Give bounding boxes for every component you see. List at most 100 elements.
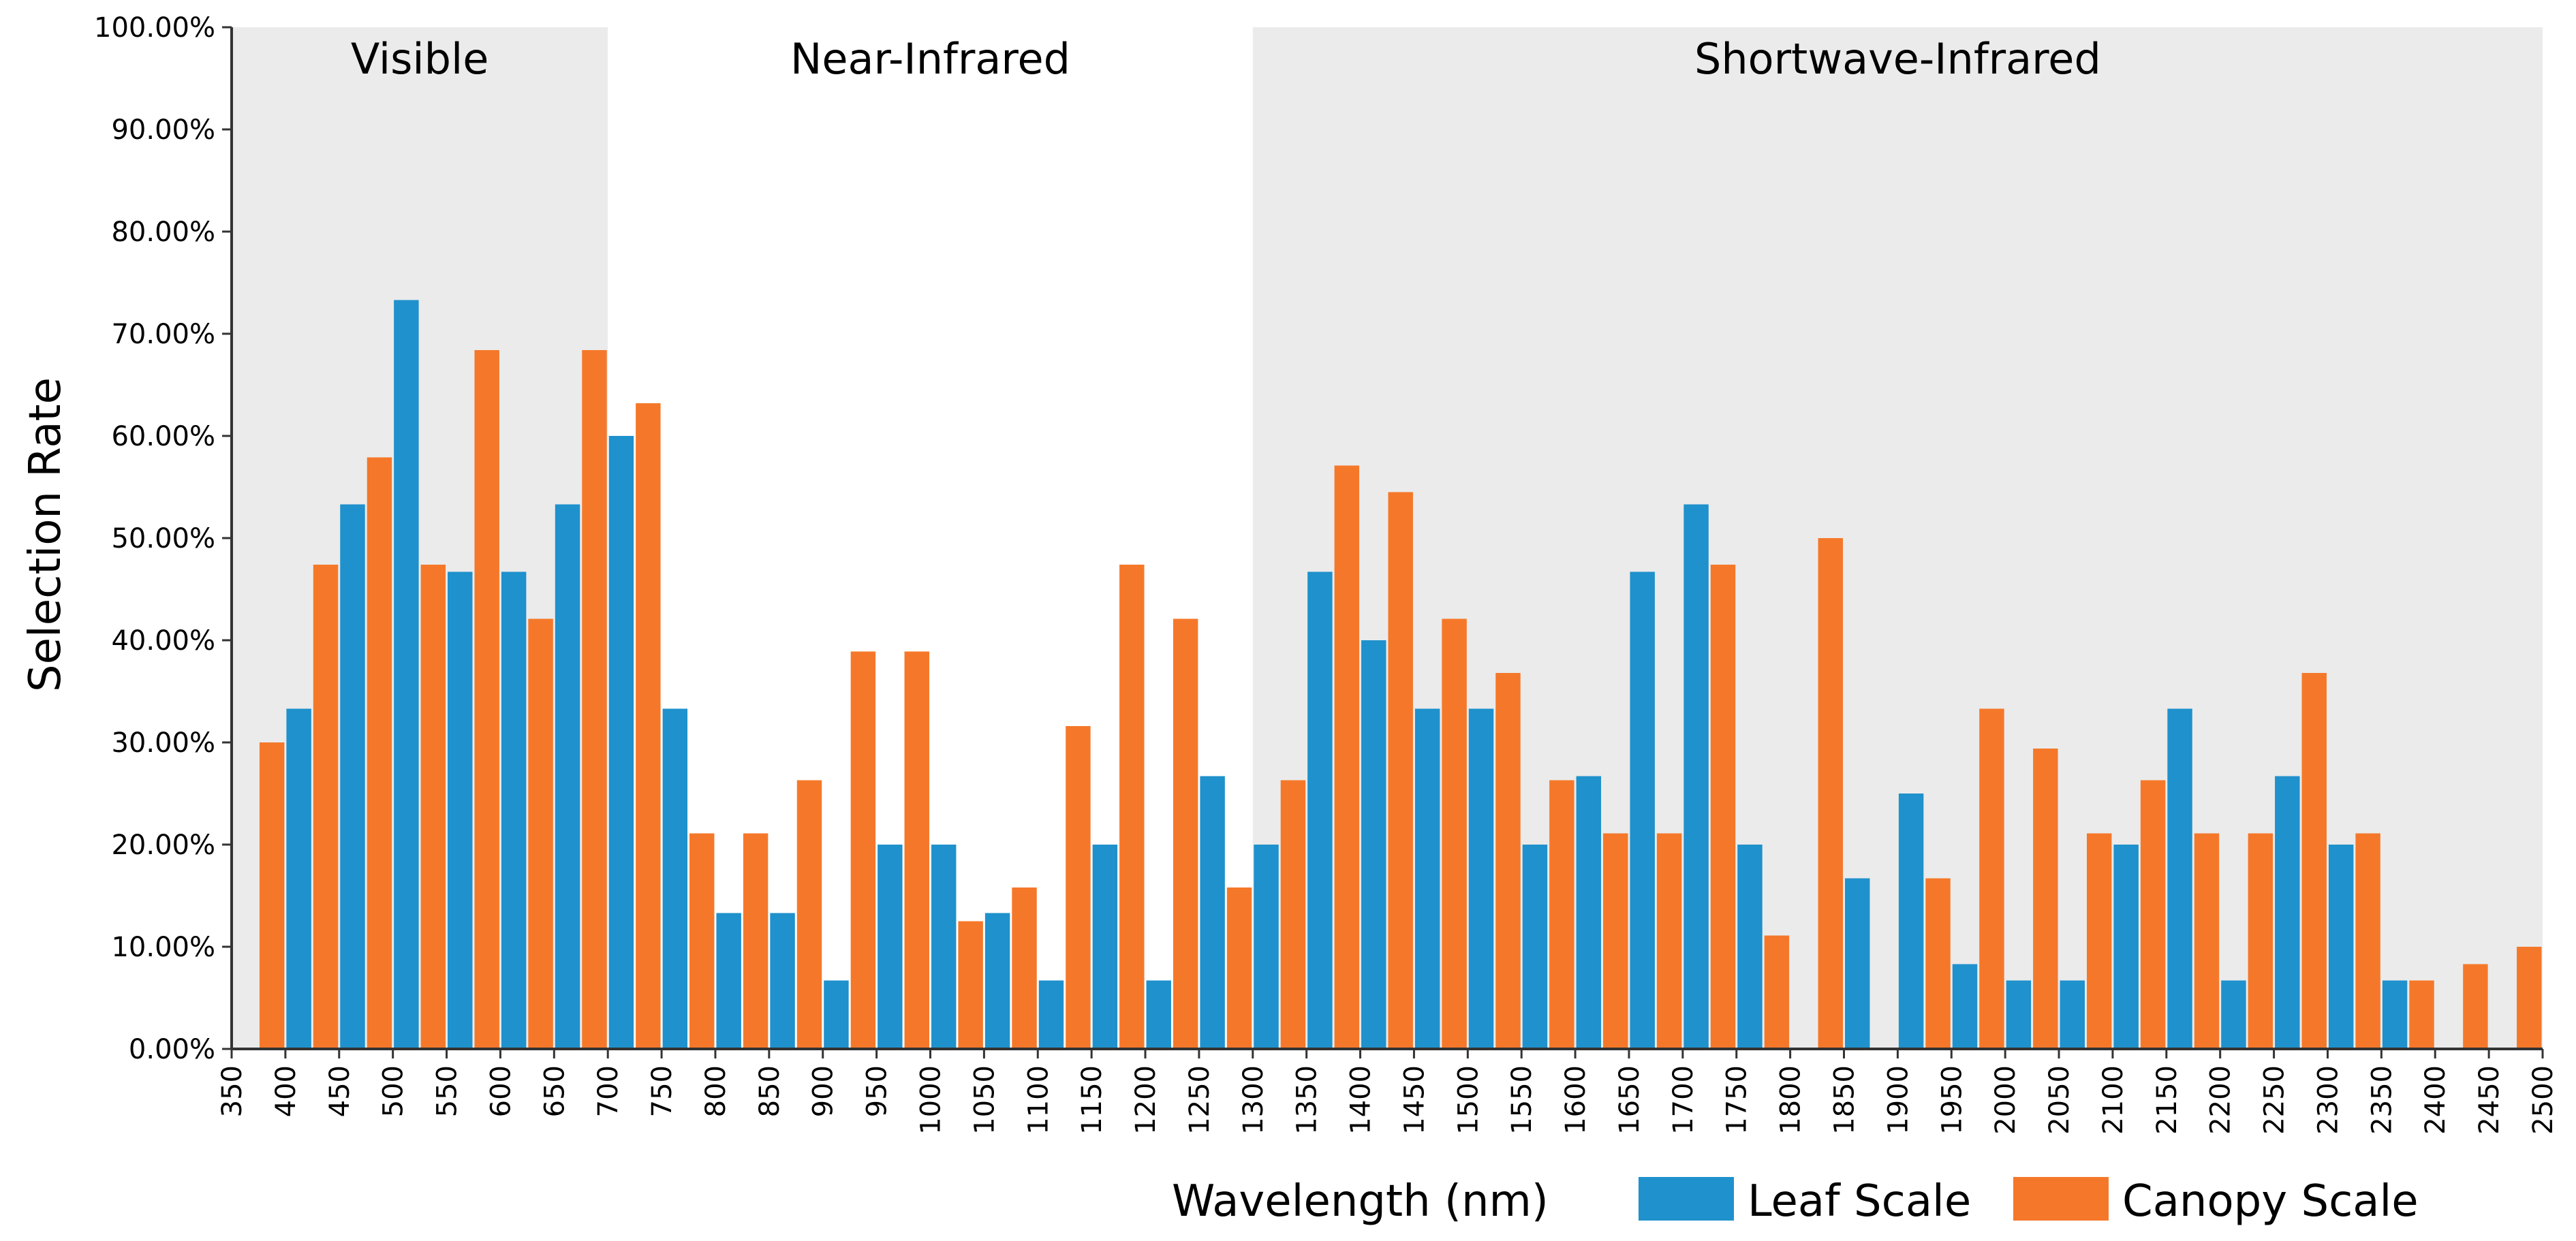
region-label-0: Visible — [351, 34, 489, 84]
y-axis-title: Selection Rate — [20, 377, 71, 692]
x-tick-label-33: 2000 — [1990, 1065, 2021, 1135]
x-tick-label-15: 1100 — [1023, 1065, 1054, 1135]
bar-canopy-3 — [420, 565, 446, 1049]
x-tick-label-22: 1450 — [1399, 1065, 1430, 1135]
x-tick-label-27: 1700 — [1668, 1065, 1699, 1135]
legend-swatch-leaf — [1639, 1177, 1734, 1221]
bar-leaf-9 — [716, 913, 741, 1049]
bar-leaf-33 — [2006, 980, 2032, 1049]
bar-canopy-39 — [2355, 833, 2380, 1049]
bar-canopy-35 — [2140, 780, 2166, 1049]
bar-leaf-15 — [1038, 980, 1064, 1049]
x-tick-label-32: 1950 — [1936, 1065, 1968, 1135]
y-tick-label-6: 60.00% — [111, 421, 215, 452]
y-tick-label-7: 70.00% — [111, 319, 215, 350]
bar-leaf-5 — [501, 571, 527, 1049]
region-shading — [232, 27, 2543, 1049]
bar-leaf-23 — [1468, 708, 1494, 1049]
bar-canopy-28 — [1764, 935, 1790, 1049]
bar-leaf-13 — [931, 845, 957, 1049]
bar-canopy-10 — [796, 780, 822, 1049]
axes — [222, 26, 2544, 1058]
bar-leaf-31 — [1898, 794, 1924, 1049]
x-tick-label-24: 1550 — [1506, 1065, 1538, 1135]
bar-leaf-17 — [1146, 980, 1171, 1049]
x-tick-label-11: 900 — [808, 1065, 839, 1117]
x-tick-label-38: 2250 — [2259, 1065, 2291, 1135]
x-tick-label-7: 700 — [593, 1065, 624, 1117]
x-tick-label-28: 1750 — [1722, 1065, 1753, 1135]
bar-canopy-40 — [2409, 980, 2434, 1049]
x-tick-label-3: 500 — [378, 1065, 409, 1117]
bar-canopy-0 — [259, 742, 285, 1049]
x-tick-label-0: 350 — [217, 1065, 248, 1117]
x-tick-label-10: 850 — [754, 1065, 786, 1117]
bar-canopy-1 — [313, 565, 339, 1049]
bars — [259, 300, 2542, 1049]
bar-leaf-24 — [1522, 845, 1548, 1049]
bar-leaf-28 — [1737, 845, 1763, 1049]
bar-canopy-33 — [2033, 749, 2058, 1049]
x-tick-label-12: 950 — [862, 1065, 893, 1117]
bar-canopy-23 — [1495, 673, 1521, 1049]
bar-canopy-15 — [1066, 726, 1091, 1049]
bar-canopy-29 — [1818, 538, 1844, 1049]
region-band-2 — [1252, 27, 2543, 1049]
x-tick-label-21: 1400 — [1346, 1065, 1377, 1135]
labels: Visible Near-Infrared Shortwave-Infrared 0.… — [94, 12, 2559, 1135]
y-tick-label-5: 50.00% — [111, 523, 215, 554]
y-tick-label-2: 20.00% — [111, 830, 215, 861]
y-tick-label-3: 30.00% — [111, 727, 215, 759]
bar-canopy-17 — [1173, 618, 1198, 1049]
bar-canopy-11 — [850, 651, 876, 1049]
y-tick-label-4: 40.00% — [111, 625, 215, 657]
x-tick-label-5: 600 — [485, 1065, 516, 1117]
x-tick-label-43: 2500 — [2528, 1065, 2559, 1135]
bar-canopy-8 — [689, 833, 715, 1049]
bar-leaf-32 — [1952, 964, 1978, 1049]
bar-leaf-25 — [1576, 776, 1602, 1049]
bar-leaf-38 — [2275, 776, 2300, 1049]
bar-leaf-20 — [1307, 571, 1333, 1049]
bar-leaf-14 — [984, 913, 1010, 1049]
legend-label-leaf: Leaf Scale — [1748, 1176, 1971, 1227]
x-tick-label-14: 1050 — [969, 1065, 1000, 1135]
bar-canopy-31 — [1925, 878, 1951, 1049]
bar-leaf-11 — [824, 980, 849, 1049]
x-tick-label-36: 2150 — [2152, 1065, 2183, 1135]
x-tick-label-13: 1000 — [915, 1065, 946, 1135]
bar-canopy-9 — [743, 833, 769, 1049]
x-tick-label-39: 2300 — [2312, 1065, 2344, 1135]
x-tick-label-17: 1200 — [1130, 1065, 1162, 1135]
x-tick-label-26: 1650 — [1614, 1065, 1645, 1135]
legend-swatch-canopy — [2013, 1177, 2109, 1221]
y-tick-label-8: 80.00% — [111, 217, 215, 248]
bar-leaf-27 — [1683, 504, 1709, 1049]
bar-canopy-20 — [1334, 465, 1360, 1049]
x-tick-label-29: 1800 — [1775, 1065, 1807, 1135]
bar-leaf-22 — [1414, 708, 1440, 1049]
bar-leaf-34 — [2060, 980, 2085, 1049]
bar-canopy-24 — [1549, 780, 1574, 1049]
bar-canopy-13 — [958, 921, 983, 1049]
x-tick-label-40: 2350 — [2366, 1065, 2397, 1135]
bar-leaf-12 — [878, 845, 903, 1049]
bar-leaf-36 — [2167, 708, 2192, 1049]
bar-canopy-41 — [2463, 964, 2488, 1049]
x-tick-label-25: 1600 — [1560, 1065, 1592, 1135]
x-tick-label-42: 2450 — [2474, 1065, 2505, 1135]
x-axis-title: Wavelength (nm) — [1172, 1176, 1549, 1227]
bar-canopy-18 — [1226, 887, 1252, 1049]
bar-canopy-12 — [904, 651, 929, 1049]
legend: Leaf Scale Canopy Scale — [1639, 1176, 2419, 1227]
x-tick-label-37: 2200 — [2205, 1065, 2237, 1135]
region-label-2: Shortwave-Infrared — [1694, 34, 2101, 84]
y-tick-label-1: 10.00% — [111, 932, 215, 963]
x-tick-label-9: 800 — [700, 1065, 732, 1117]
bar-leaf-30 — [1845, 878, 1870, 1049]
bar-canopy-19 — [1280, 780, 1306, 1049]
bar-leaf-26 — [1630, 571, 1655, 1049]
bar-leaf-6 — [555, 504, 580, 1049]
bar-canopy-42 — [2517, 947, 2542, 1049]
